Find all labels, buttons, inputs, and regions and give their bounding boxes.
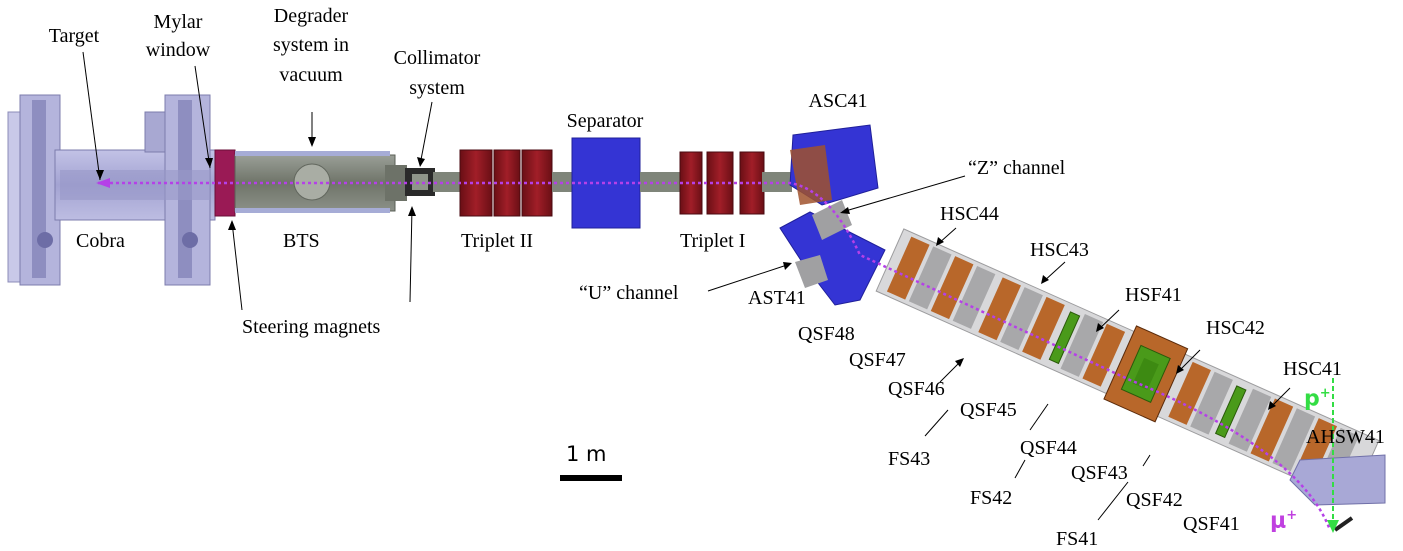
diagonal-beamline <box>875 228 1380 504</box>
label-separator: Separator <box>566 110 644 132</box>
label-hsf41: HSF41 <box>1125 284 1182 306</box>
quad-block-1 <box>886 236 996 329</box>
label-u-channel: “U” channel <box>579 282 679 304</box>
cobra-solenoid <box>7 94 216 286</box>
label-qsf47: QSF47 <box>849 349 906 371</box>
muon-label: μ+ <box>1270 508 1298 534</box>
quad-block-3 <box>1060 313 1126 387</box>
quad-block-2 <box>978 277 1065 360</box>
label-mylar-1: Mylar <box>153 11 203 33</box>
label-target: Target <box>48 25 100 47</box>
proton-arrowhead <box>1327 520 1339 533</box>
label-degrader-1: Degrader <box>273 5 349 27</box>
beam-arrowhead <box>96 178 110 188</box>
label-cobra: Cobra <box>76 230 125 252</box>
leader-arrowheads <box>96 137 1276 410</box>
muon-beam-path <box>98 181 1332 531</box>
ast41-magnet <box>779 200 886 306</box>
label-fs41: FS41 <box>1056 528 1099 550</box>
label-qsf46: QSF46 <box>888 378 945 400</box>
triplet-ii-magnets <box>459 149 553 217</box>
scale-label: 1 m <box>566 442 607 466</box>
leader-lines <box>82 51 1291 521</box>
ahsw41-magnet <box>1289 454 1386 532</box>
fs41-slit <box>1214 385 1247 439</box>
label-degrader-2: system in <box>272 34 350 56</box>
label-steering-magnets: Steering magnets <box>242 316 381 338</box>
label-z-channel: “Z” channel <box>968 157 1066 179</box>
label-hsc43: HSC43 <box>1030 239 1089 261</box>
label-qsf44: QSF44 <box>1020 437 1077 459</box>
separator-magnet <box>571 137 641 229</box>
label-qsf43: QSF43 <box>1071 462 1128 484</box>
fs43-slit <box>1048 311 1081 365</box>
asc41-magnet <box>789 124 879 206</box>
label-qsf41: QSF41 <box>1183 513 1240 535</box>
label-triplet-ii: Triplet II <box>461 230 534 252</box>
label-collimator-2: system <box>409 77 465 99</box>
quad-block-4 <box>1168 361 1233 435</box>
label-ast41: AST41 <box>748 287 806 309</box>
label-hsc41: HSC41 <box>1283 358 1342 380</box>
proton-label: p+ <box>1304 386 1331 412</box>
label-fs43: FS43 <box>888 448 931 470</box>
label-qsf45: QSF45 <box>960 399 1017 421</box>
label-mylar-2: window <box>145 39 211 61</box>
label-degrader-3: vacuum <box>279 64 343 86</box>
label-collimator-1: Collimator <box>393 47 481 69</box>
label-hsc44: HSC44 <box>940 203 999 225</box>
label-qsf42: QSF42 <box>1126 489 1183 511</box>
label-fs42: FS42 <box>970 487 1013 509</box>
label-bts: BTS <box>283 230 320 252</box>
label-ahsw41: AHSW41 <box>1306 426 1385 448</box>
label-asc41: ASC41 <box>808 90 868 112</box>
label-qsf48: QSF48 <box>798 323 855 345</box>
label-triplet-i: Triplet I <box>680 230 746 252</box>
hsf41-box <box>1103 325 1189 423</box>
scale-bar <box>560 475 622 481</box>
label-hsc42: HSC42 <box>1206 317 1265 339</box>
beam-pipe <box>640 172 680 192</box>
